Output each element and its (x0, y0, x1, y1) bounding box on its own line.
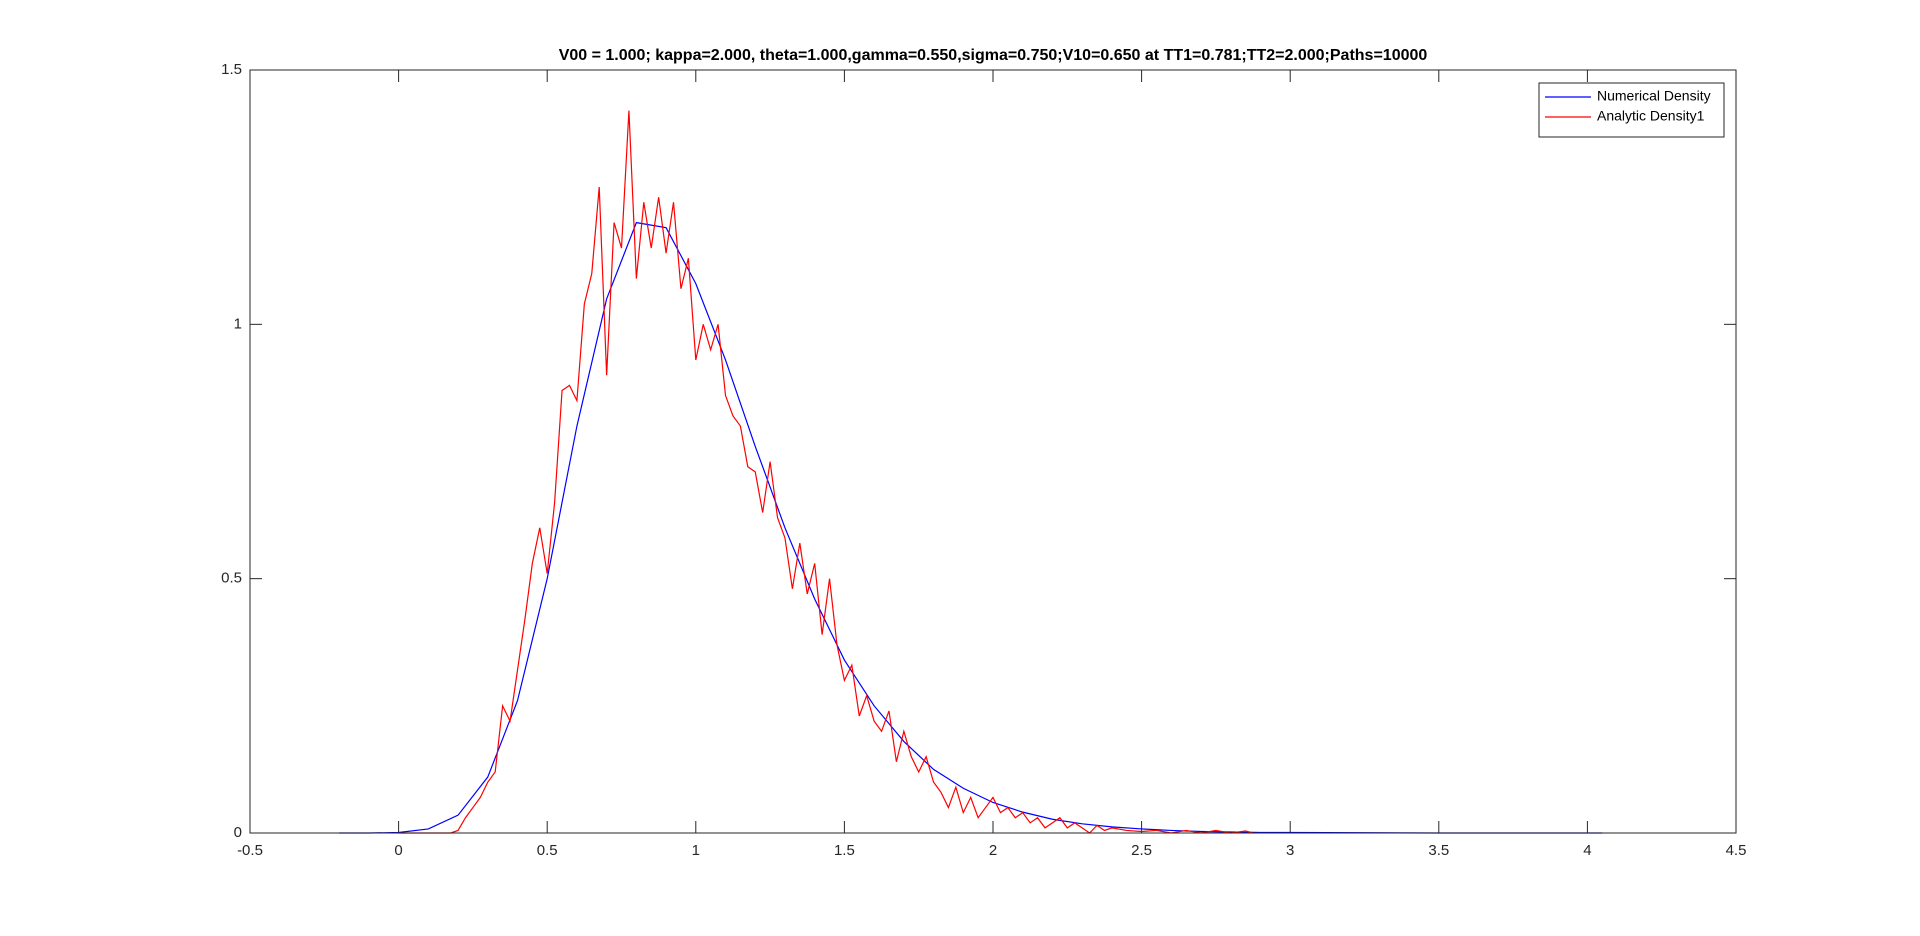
y-tick-label: 0.5 (221, 570, 242, 587)
x-tick-label: 4.5 (1726, 842, 1747, 859)
x-tick-label: 3 (1286, 842, 1294, 859)
x-tick-label: 0 (394, 842, 402, 859)
legend-label: Numerical Density (1597, 88, 1711, 104)
x-tick-label: -0.5 (237, 842, 263, 859)
x-tick-label: 2 (989, 842, 997, 859)
legend-label: Analytic Density1 (1597, 108, 1705, 124)
axes-box (249, 69, 1737, 834)
legend: Numerical Density Analytic Density1 (1538, 82, 1725, 138)
chart-title: V00 = 1.000; kappa=2.000, theta=1.000,ga… (559, 47, 1428, 64)
plot-area (250, 70, 1736, 833)
y-tick-label: 0 (234, 824, 242, 841)
x-tick-label: 1.5 (834, 842, 855, 859)
x-tick-label: 2.5 (1131, 842, 1152, 859)
y-tick-label: 1 (234, 315, 242, 332)
x-tick-label: 4 (1583, 842, 1591, 859)
y-tick-label: 1.5 (221, 61, 242, 78)
series-line (398, 110, 1254, 834)
x-tick-label: 0.5 (537, 842, 558, 859)
x-tick-label: 3.5 (1428, 842, 1449, 859)
legend-box (1538, 82, 1725, 138)
x-tick-label: 1 (692, 842, 700, 859)
